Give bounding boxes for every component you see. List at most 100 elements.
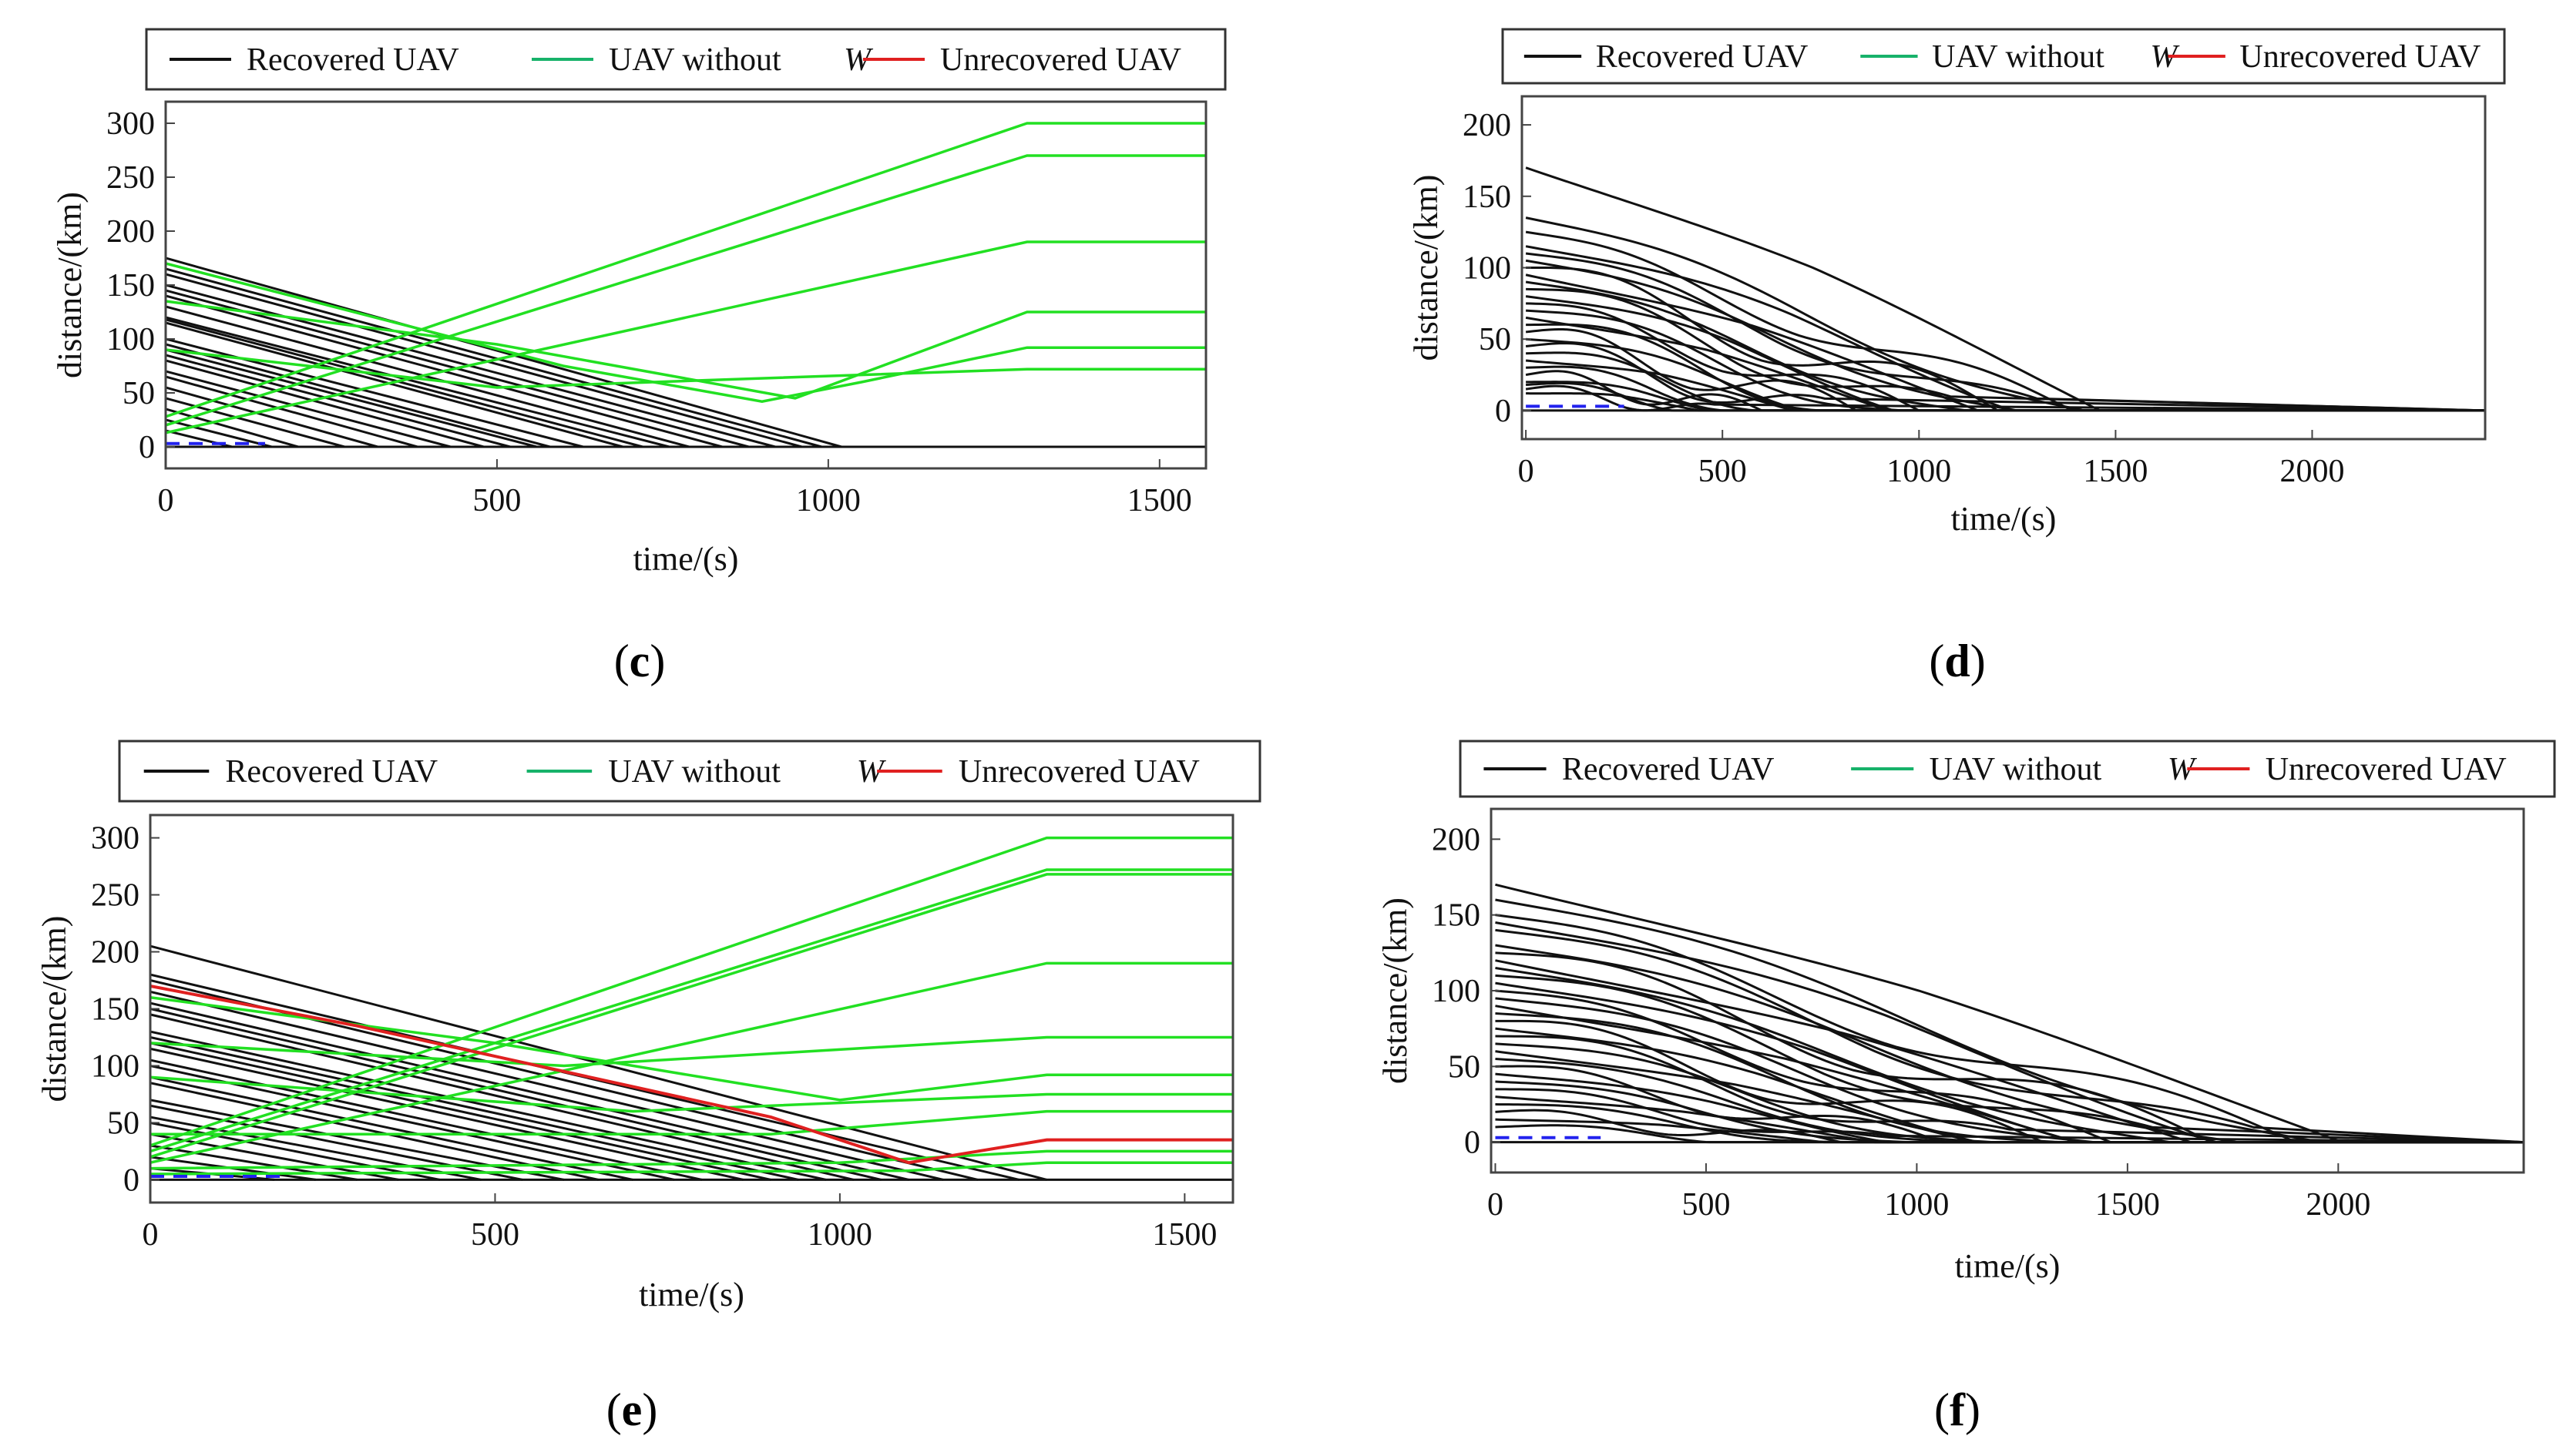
y-tick-label: 150	[1432, 898, 1480, 934]
y-tick-label: 50	[107, 1105, 139, 1141]
series-recovered-11	[166, 343, 551, 448]
series-recovered-12	[166, 348, 537, 448]
y-tick-label: 0	[1495, 394, 1511, 429]
series-recovered-18	[150, 1121, 441, 1181]
y-tick-label: 150	[91, 992, 139, 1028]
legend-label-without: UAV without	[608, 754, 781, 790]
x-axis-label: time/(s)	[639, 1276, 744, 1313]
series-recovered-29	[1495, 1124, 2524, 1144]
y-tick-label: 100	[91, 1048, 139, 1084]
panel-caption: (e)	[606, 1384, 658, 1435]
plot-frame	[1520, 95, 2487, 441]
series-recovered-15	[1495, 1019, 2524, 1144]
series-recovered-13	[166, 354, 511, 448]
x-tick-label: 500	[472, 483, 521, 518]
legend-label-without: UAV without	[1932, 39, 2104, 75]
y-axis-label: distance/(km)	[35, 916, 73, 1102]
series-recovered-19	[1495, 1050, 2524, 1144]
series-recovered-9	[150, 1042, 771, 1181]
y-tick-label: 150	[1463, 179, 1511, 215]
x-tick-label: 0	[158, 483, 174, 518]
chart-panel-e: 0 500 1000 1500 0 50 100 150 200 250 300 time/(s) di…	[35, 814, 1234, 1435]
x-tick-label: 1500	[1127, 483, 1192, 518]
x-tick-label: 500	[1698, 454, 1747, 489]
series-recovered-9	[1495, 974, 2524, 1144]
series-without-w-4	[166, 262, 1206, 403]
y-tick-label: 150	[106, 268, 155, 304]
series-recovered-28	[1495, 1118, 2524, 1144]
y-axis-label: distance/(km)	[1376, 897, 1414, 1084]
series-recovered-27	[1495, 1109, 2524, 1144]
series-recovered-18	[166, 397, 345, 448]
series-without-w-6	[150, 1075, 1233, 1113]
series-recovered-13	[1525, 316, 2485, 412]
legend-box	[118, 740, 1261, 803]
y-tick-label: 50	[1479, 322, 1511, 357]
series-recovered-12	[1495, 997, 2524, 1144]
chart-panel-c: 0 500 1000 1500 0 50 100 150 200 250 300 time/(s) di…	[51, 100, 1208, 686]
legend-label-unrecovered: Unrecovered UAV	[959, 754, 1200, 790]
legend-f: Recovered UAV UAV without W Unrecovered UAV	[1459, 740, 2556, 798]
series-recovered-10	[150, 1047, 744, 1181]
x-tick-label: 1000	[1884, 1187, 1949, 1223]
series-recovered-4	[1495, 928, 2524, 1144]
series-without-w-5	[150, 995, 1233, 1102]
y-tick-label: 0	[1464, 1126, 1480, 1161]
series-recovered-15	[166, 370, 452, 448]
legend-label-recovered: Recovered UAV	[1562, 752, 1775, 787]
x-axis-label: time/(s)	[1955, 1247, 2061, 1285]
series-recovered-1	[1525, 216, 2485, 412]
x-tick-label: 0	[1518, 454, 1534, 489]
x-tick-label: 1000	[808, 1217, 872, 1253]
series-recovered-6	[166, 305, 690, 448]
x-tick-label: 500	[1681, 1187, 1730, 1223]
series-without-w-7	[150, 1109, 1233, 1136]
series-without-w-3	[166, 300, 1206, 400]
series-recovered-24	[1495, 1088, 2524, 1144]
x-tick-label: 1500	[2083, 454, 2148, 489]
x-tick-label: 1500	[2095, 1187, 2160, 1223]
series-recovered-25	[1495, 1095, 2524, 1144]
y-tick-label: 200	[1432, 822, 1480, 857]
x-tick-label: 1000	[796, 483, 861, 518]
series-unrecovered-0	[150, 984, 1233, 1165]
series-without-w-0	[150, 836, 1233, 1147]
series-recovered-7	[1525, 273, 2485, 412]
series-recovered-2	[166, 273, 802, 448]
series-recovered-6	[1526, 266, 2485, 412]
series-without-w-2	[166, 240, 1206, 434]
panel-caption: (d)	[1929, 636, 1985, 686]
series-recovered-20	[166, 418, 272, 448]
y-tick-label: 100	[106, 322, 155, 357]
series-recovered-5	[150, 1008, 882, 1181]
series-recovered-9	[1526, 287, 2485, 412]
series-recovered-25	[1526, 392, 2485, 412]
series-recovered-7	[1495, 959, 2524, 1144]
x-axis-label: time/(s)	[1951, 500, 2057, 538]
series-without-w-2	[150, 873, 1233, 1159]
series-recovered-2	[1495, 914, 2524, 1144]
series-recovered-15	[1525, 327, 2485, 412]
y-tick-label: 300	[91, 821, 139, 857]
series-recovered-20	[1495, 1058, 2524, 1144]
series-without-w-5	[166, 348, 1206, 389]
chart-panel-d: 0 500 1000 1500 2000 0 50 100 150 200 time/(s) dist…	[1407, 95, 2487, 686]
series-recovered-14	[166, 359, 485, 448]
series-recovered-7	[166, 316, 670, 448]
series-recovered-13	[150, 1075, 633, 1181]
y-tick-label: 250	[91, 878, 139, 914]
legend-label-unrecovered: Unrecovered UAV	[2266, 752, 2507, 787]
x-tick-label: 1000	[1886, 454, 1951, 489]
series-without-w-0	[166, 122, 1206, 418]
series-without-w-3	[150, 961, 1233, 1164]
series-recovered-4	[150, 1001, 909, 1181]
legend-e: Recovered UAV UAV without W Unrecovered UAV	[118, 740, 1261, 803]
x-axis-label: time/(s)	[633, 540, 739, 578]
series-recovered-4	[1525, 252, 2485, 412]
series-recovered-3	[150, 990, 944, 1181]
y-tick-label: 200	[1463, 108, 1511, 143]
legend-d: Recovered UAV UAV without W Unrecovered UAV	[1501, 28, 2506, 85]
series-recovered-14	[150, 1082, 600, 1181]
x-tick-label: 0	[143, 1217, 159, 1253]
series-recovered-11	[150, 1058, 703, 1181]
